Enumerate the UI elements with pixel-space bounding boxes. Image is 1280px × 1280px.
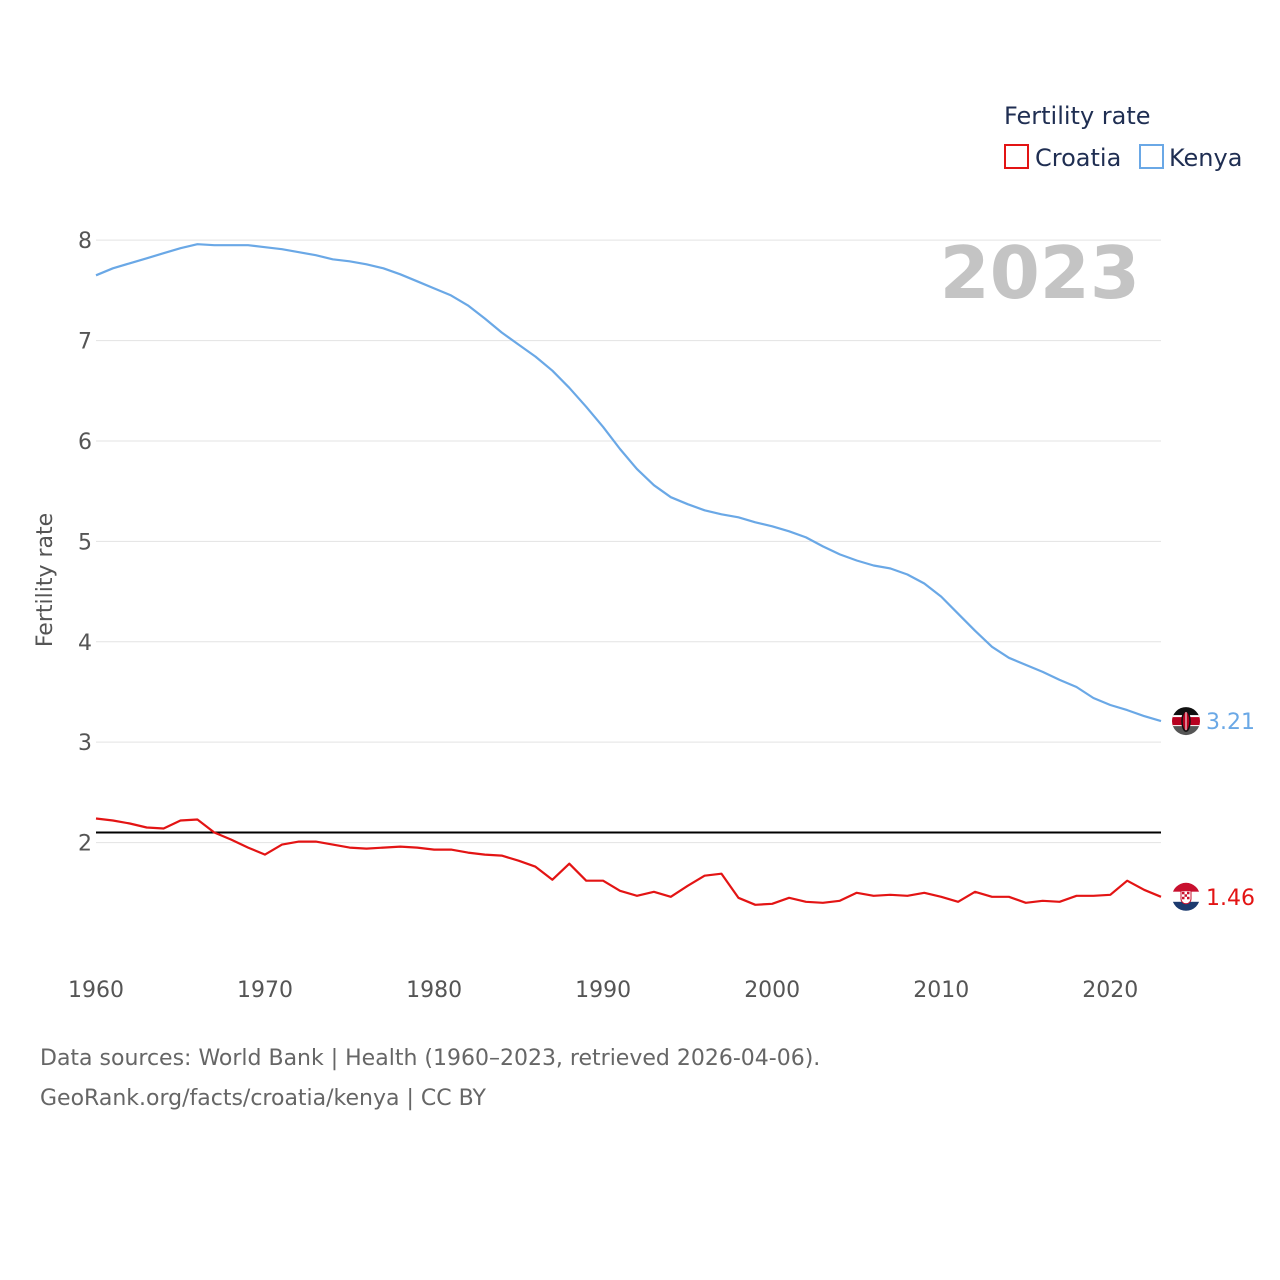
footer-credit: GeoRank.org/facts/croatia/kenya | CC BY <box>40 1086 486 1111</box>
x-tick-label: 2020 <box>1082 978 1138 1003</box>
footer-source: Data sources: World Bank | Health (1960–… <box>40 1046 821 1071</box>
y-tick-label: 5 <box>78 530 92 555</box>
x-tick-label: 1960 <box>68 978 124 1003</box>
x-tick-label: 1990 <box>575 978 631 1003</box>
legend-swatch-kenya <box>1139 144 1164 169</box>
series-line-croatia[interactable] <box>95 817 1162 906</box>
current-year-label: 2023 <box>940 231 1140 315</box>
legend-item-kenya[interactable]: Kenya <box>1139 144 1242 172</box>
legend-swatch-croatia <box>1004 144 1029 169</box>
y-tick-label: 6 <box>78 430 92 455</box>
y-tick-label: 2 <box>78 832 92 857</box>
series-line-kenya[interactable] <box>95 243 1162 723</box>
x-tick-label: 2000 <box>744 978 800 1003</box>
legend-title: Fertility rate <box>1004 102 1151 130</box>
end-value-label-croatia: 1.46 <box>1206 886 1255 911</box>
kenya-flag-icon <box>1172 707 1200 736</box>
x-tick-label: 1980 <box>406 978 462 1003</box>
x-tick-label: 2010 <box>913 978 969 1003</box>
end-value-label-kenya: 3.21 <box>1206 710 1255 735</box>
x-tick-label: 1970 <box>237 978 293 1003</box>
y-tick-label: 8 <box>78 229 92 254</box>
y-axis-label: Fertility rate <box>33 513 58 647</box>
x-axis-ticks: 1960 1970 1980 1990 2000 2010 2020 <box>68 978 1138 1003</box>
croatia-flag-icon <box>1172 882 1200 911</box>
y-tick-label: 3 <box>78 731 92 756</box>
legend-label-kenya: Kenya <box>1169 144 1242 172</box>
legend-label-croatia: Croatia <box>1035 144 1121 172</box>
y-axis-ticks: 2 3 4 5 6 7 8 <box>78 229 92 856</box>
legend-item-croatia[interactable]: Croatia <box>1004 144 1121 172</box>
legend: Fertility rate Croatia Kenya <box>1004 102 1242 172</box>
y-tick-label: 7 <box>78 330 92 355</box>
grid-lines <box>96 239 1161 844</box>
y-tick-label: 4 <box>78 631 92 656</box>
